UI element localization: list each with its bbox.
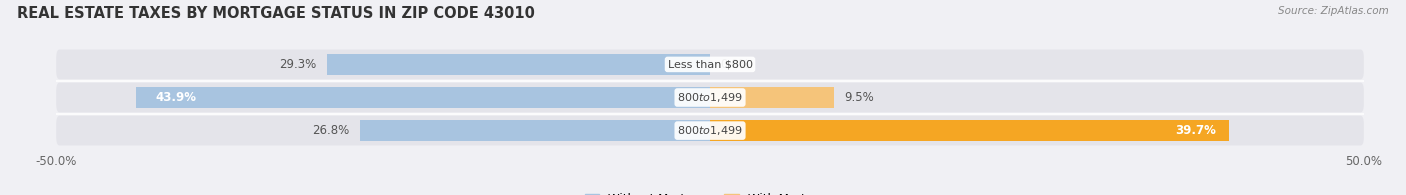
Text: 0.0%: 0.0%	[720, 58, 751, 71]
Legend: Without Mortgage, With Mortgage: Without Mortgage, With Mortgage	[585, 193, 835, 195]
Bar	[710, 87, 834, 108]
FancyBboxPatch shape	[56, 116, 1364, 145]
Text: 43.9%: 43.9%	[156, 91, 197, 104]
Text: Less than $800: Less than $800	[668, 59, 752, 69]
FancyBboxPatch shape	[56, 50, 1364, 79]
Text: $800 to $1,499: $800 to $1,499	[678, 91, 742, 104]
Text: 9.5%: 9.5%	[845, 91, 875, 104]
Text: 39.7%: 39.7%	[1175, 124, 1216, 137]
Bar	[710, 120, 1229, 141]
Bar	[136, 87, 710, 108]
Text: Source: ZipAtlas.com: Source: ZipAtlas.com	[1278, 6, 1389, 16]
FancyBboxPatch shape	[56, 83, 1364, 112]
Text: 29.3%: 29.3%	[280, 58, 316, 71]
Bar	[360, 120, 710, 141]
Text: $800 to $1,499: $800 to $1,499	[678, 124, 742, 137]
Text: REAL ESTATE TAXES BY MORTGAGE STATUS IN ZIP CODE 43010: REAL ESTATE TAXES BY MORTGAGE STATUS IN …	[17, 6, 534, 21]
Bar	[328, 54, 710, 75]
Text: 26.8%: 26.8%	[312, 124, 349, 137]
